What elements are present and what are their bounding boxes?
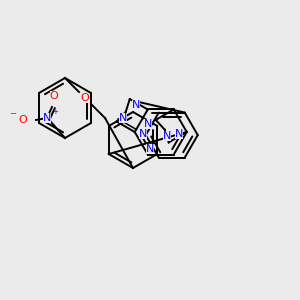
Text: O: O	[81, 93, 89, 103]
Text: N: N	[132, 100, 140, 110]
Text: N: N	[139, 129, 147, 139]
Text: N: N	[118, 112, 127, 123]
Text: O: O	[50, 91, 58, 101]
Text: N: N	[175, 129, 183, 139]
Text: N: N	[163, 131, 171, 141]
Text: +: +	[52, 109, 58, 115]
Text: N: N	[146, 143, 154, 154]
Text: N: N	[144, 119, 152, 129]
Text: O: O	[19, 115, 27, 125]
Text: −: −	[10, 110, 16, 118]
Text: N: N	[43, 113, 51, 123]
